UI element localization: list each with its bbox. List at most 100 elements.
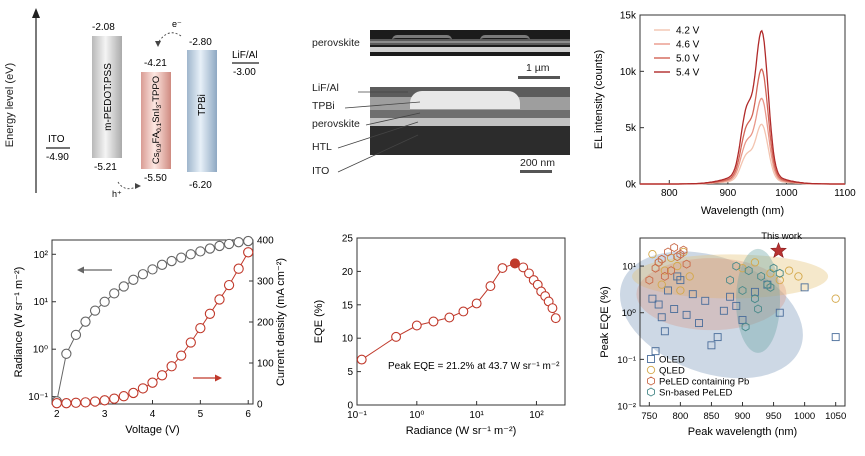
lif-al-name: LiF/Al (232, 50, 258, 61)
cmp-point-3 (726, 275, 734, 285)
electron-arrowhead (155, 41, 161, 47)
cmp-point-0 (701, 296, 710, 305)
sem-label-lif-al: LiF/Al (312, 82, 339, 94)
lv-y-tick-label: 10⁻¹ (28, 392, 48, 403)
cmp-point-2 (667, 266, 675, 276)
lv-point-1 (166, 361, 177, 372)
this-work-label: This work (761, 231, 802, 242)
lv-point-1 (89, 396, 101, 407)
electron-arrow (157, 32, 182, 44)
lv-point-0 (147, 264, 158, 275)
cmp-point-0 (673, 272, 682, 281)
cmp-point-0 (688, 290, 697, 299)
tpbi-top-value: -2.80 (189, 37, 212, 48)
eqe-y-tick-label: 5 (347, 367, 353, 378)
cmp-legend-marker-2 (647, 376, 655, 386)
energy-axis-label: Energy level (eV) (4, 63, 16, 147)
lv-y-tick-label: 10¹ (34, 297, 49, 308)
pedot-bar (92, 36, 122, 158)
el-x-tick-label: 900 (720, 188, 737, 199)
lv-x-tick-label: 5 (198, 409, 204, 420)
cmp-legend-marker-1 (646, 365, 656, 375)
eqe-x-tick-label: 10² (529, 410, 544, 421)
eqe-y-tick-label: 0 (347, 401, 353, 412)
electron-label: e⁻ (172, 19, 182, 29)
cmp-point-0 (726, 292, 735, 301)
cmp-point-2 (682, 259, 691, 269)
cmp-point-2 (673, 252, 682, 262)
cmp-point-3 (751, 294, 759, 304)
cmp-point-0 (682, 310, 691, 319)
cmp-point-1 (784, 266, 794, 275)
sem-panel: perovskite 1 µm LiF/Al TPBi perovskite H… (300, 0, 570, 200)
eqe-y-tick-label: 25 (342, 234, 354, 245)
lv-point-0 (176, 252, 187, 263)
perovskite-bottom-value: -5.50 (144, 173, 167, 184)
cmp-point-0 (695, 319, 703, 328)
lv-point-1 (204, 308, 216, 319)
lv-radiance-arrowhead (77, 266, 84, 274)
cmp-y-tick-label: 10¹ (622, 262, 636, 273)
el-series-line-0 (640, 123, 845, 185)
hole-arrowhead (135, 183, 141, 189)
lv-y-axis-label: Radiance (W sr⁻¹ m⁻²) (13, 267, 25, 378)
lv-y2-axis-label: Current density (mA cm⁻²) (275, 258, 287, 386)
lv-point-0 (195, 246, 206, 257)
lv-point-0 (128, 274, 139, 285)
eqe-y-tick-label: 10 (342, 334, 354, 345)
cmp-point-0 (648, 294, 657, 303)
eqe-peak-marker (510, 258, 520, 269)
cmp-point-1 (648, 250, 657, 259)
cmp-point-0 (664, 286, 672, 295)
lv-point-0 (166, 255, 177, 267)
lv-y2-tick-label: 300 (257, 277, 274, 288)
sem-bottom-image (370, 87, 570, 155)
cmp-x-axis-label: Peak wavelength (nm) (688, 426, 797, 438)
lv-point-0 (233, 237, 244, 248)
cmp-point-0 (800, 283, 809, 292)
pedot-bottom-value: -5.21 (94, 162, 117, 173)
perovskite-bar (141, 72, 171, 169)
cmp-legend-label-1: QLED (659, 366, 685, 377)
sem-bottom-scale-bar (520, 170, 552, 173)
cmp-point-0 (775, 308, 784, 317)
sem-top-image (370, 30, 570, 56)
lv-point-1 (147, 377, 158, 388)
cmp-point-3 (754, 304, 762, 314)
lv-point-0 (214, 240, 225, 252)
lv-point-1 (80, 397, 91, 408)
el-x-axis-label: Wavelength (nm) (701, 205, 784, 217)
cmp-point-2 (679, 245, 688, 255)
this-work-star (770, 242, 787, 258)
eqe-point (391, 331, 402, 342)
cmp-point-3 (744, 266, 753, 276)
cmp-legend-label-2: PeLED containing Pb (659, 377, 749, 388)
eqe-point (458, 306, 469, 317)
eqe-point (444, 312, 455, 323)
cmp-point-1 (676, 286, 685, 295)
cmp-x-tick-label: 950 (766, 411, 782, 422)
radiance-voltage-chart: 2 3 4 5 6 10⁻¹ 10⁰ 10¹ 10² 0 100 200 300 400 Voltage (… (0, 228, 290, 451)
lv-point-0 (70, 329, 82, 341)
eqe-comparison-svg: 750 800 850 900 950 1000 1050 10⁻² 10⁻¹ 10⁰ 10¹ Pea… (599, 231, 846, 438)
perovskite-name: Cs0.9FA0.1SnI3-TPPO (151, 76, 163, 164)
ito-bottom-value: -4.90 (46, 152, 69, 163)
sem-label-htl: HTL (312, 141, 332, 153)
tpbi-bottom-value: -6.20 (189, 180, 212, 191)
lv-x-tick-label: 3 (102, 409, 108, 420)
sem-top-scale-label: 1 µm (526, 62, 550, 74)
eqe-x-axis-label: Radiance (W sr⁻¹ m⁻²) (406, 425, 517, 437)
sem-leader-lines (337, 91, 421, 173)
lv-point-1 (156, 370, 168, 381)
el-spectra-svg: 800 900 1000 1100 0k 5k 10k 15k Wavelength (nm) E… (593, 11, 856, 218)
el-legend-label-3: 5.4 V (676, 68, 700, 79)
lv-x-tick-label: 6 (245, 409, 251, 420)
eqe-x-tick-label: 10⁰ (409, 410, 424, 421)
lv-point-0 (109, 288, 120, 299)
lv-point-1 (243, 247, 254, 258)
cmp-point-0 (738, 315, 747, 324)
lv-point-0 (80, 316, 91, 327)
lv-current-arrowhead (215, 374, 222, 382)
perovskite-top-value: -4.21 (144, 58, 167, 69)
eqe-point (524, 268, 534, 279)
